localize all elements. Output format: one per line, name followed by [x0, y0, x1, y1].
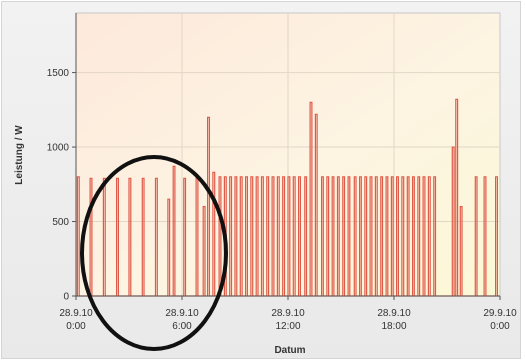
x-tick-label-time: 12:00	[275, 321, 300, 332]
x-tick-label-date: 28.9.10	[271, 308, 305, 319]
x-tick-label-date: 28.9.10	[165, 308, 199, 319]
x-ticks: 28.9.10 0:00 28.9.10 6:00 28.9.10 12:00 28.9.1…	[59, 296, 517, 332]
highlight-circle	[80, 155, 228, 351]
x-tick-label-time: 0:00	[490, 321, 510, 332]
x-tick-label-date: 29.9.10	[483, 308, 517, 319]
x-tick-label-time: 18:00	[381, 321, 406, 332]
x-axis-label: Datum	[274, 345, 305, 356]
y-axis-label: Leistung / W	[14, 125, 25, 185]
x-tick-label-date: 28.9.10	[377, 308, 411, 319]
y-tick-label: 500	[52, 217, 69, 228]
x-tick-label-time: 6:00	[172, 321, 192, 332]
y-tick-label: 0	[63, 292, 69, 303]
y-tick-label: 1500	[47, 68, 70, 79]
y-tick-label: 1000	[47, 143, 70, 154]
x-tick-label-date: 28.9.10	[59, 308, 93, 319]
x-tick-label-time: 0:00	[66, 321, 86, 332]
y-ticks: 0 500 1000 1500	[47, 68, 76, 303]
